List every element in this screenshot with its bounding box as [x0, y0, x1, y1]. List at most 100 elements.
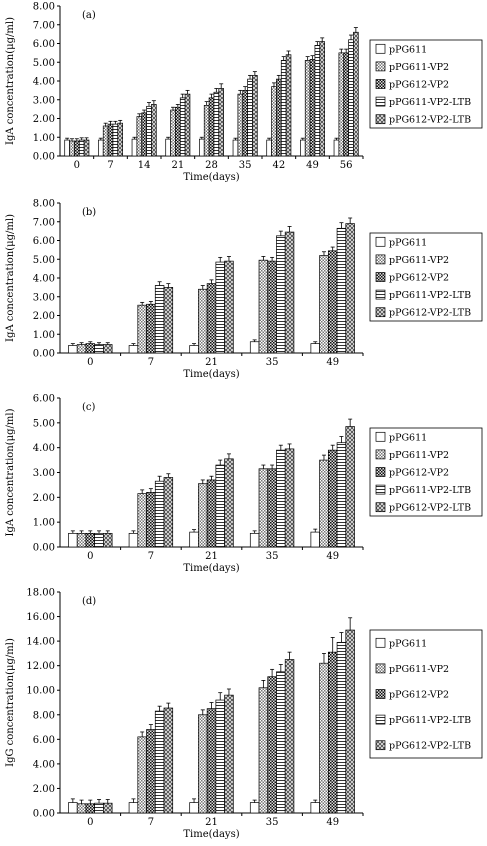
y-tick-label: 2.00 [33, 311, 55, 322]
legend-swatch [375, 79, 386, 89]
bar [146, 729, 156, 814]
legend-entry: pPG612-VP2 [389, 468, 449, 479]
y-tick-label: 4.00 [33, 443, 55, 454]
chart-panel-a: 0.00 1.00 2.00 3.00 4.00 5.00 6.00 7.00 8.00 (a) I… [5, 2, 483, 183]
bar [68, 345, 78, 354]
y-tick-label: 6.00 [33, 735, 55, 746]
y-tick-label: 1.00 [33, 518, 55, 529]
y-tick-label: 5.00 [33, 58, 55, 69]
bar [224, 694, 234, 814]
x-tick-label: 21 [171, 160, 184, 171]
bar [338, 52, 345, 157]
bar [215, 699, 225, 814]
bar [146, 492, 156, 548]
bar [179, 97, 186, 157]
legend-swatch [375, 431, 386, 442]
bar [131, 138, 138, 157]
chart-panel-d: 0.00 2.00 4.00 6.00 8.00 10.00 12.00 14.00 16.00… [5, 588, 483, 840]
bar [319, 255, 329, 354]
bar [327, 449, 338, 548]
panel-label: (a) [82, 10, 96, 21]
bar [68, 802, 78, 814]
legend-entry: pPG612-VP2 [389, 80, 449, 91]
bar [103, 802, 113, 814]
x-tick-label: 49 [326, 551, 339, 562]
bar [184, 93, 191, 157]
bar [189, 531, 199, 548]
y-tick-label: 0.00 [33, 349, 55, 360]
bar [276, 78, 282, 157]
bar [76, 532, 87, 548]
bar [353, 31, 359, 157]
bar [163, 707, 174, 814]
bar [215, 261, 225, 354]
bar [163, 477, 174, 548]
bar [310, 343, 320, 354]
x-tick-label: 35 [266, 357, 279, 368]
bar [267, 468, 277, 548]
legend-entry: pPG611 [389, 44, 427, 55]
x-tick-label: 0 [87, 357, 93, 368]
bar [348, 39, 354, 157]
bar [64, 139, 70, 157]
x-tick-label: 7 [148, 817, 154, 828]
y-tick-label: 6.00 [33, 39, 55, 50]
bar [85, 532, 96, 548]
y-tick-label: 1.00 [33, 330, 55, 341]
y-tick-label: 12.00 [26, 661, 55, 672]
y-tick-label: 5.00 [33, 418, 55, 429]
bar [266, 139, 272, 157]
bar [310, 531, 320, 548]
bar [284, 231, 295, 354]
bar [319, 662, 329, 814]
x-tick-label: 35 [266, 817, 279, 828]
bar [247, 78, 253, 157]
bar [68, 532, 78, 548]
bar [213, 91, 220, 157]
bar [206, 479, 217, 548]
y-tick-label: 2.00 [33, 114, 55, 125]
bar [336, 442, 347, 548]
bar [103, 532, 113, 548]
bar [154, 710, 165, 814]
y-tick-label: 0.00 [33, 152, 55, 163]
y-tick-label: 1.00 [33, 133, 55, 144]
bar [215, 464, 225, 548]
y-axis-label: IgA concentration(μg/ml) [5, 408, 16, 536]
bar [94, 532, 104, 548]
legend-entry: pPG612-VP2-LTB [389, 308, 471, 319]
legend-entry: pPG612-VP2 [389, 273, 449, 284]
y-axis-label: IgG concentration(μg/ml) [5, 638, 16, 767]
bar [85, 343, 96, 354]
legend-entry: pPG611 [389, 432, 427, 443]
y-tick-label: 6.00 [33, 236, 55, 247]
y-tick-label: 3.00 [33, 292, 55, 303]
y-tick-label: 2.00 [33, 493, 55, 504]
legend-entry: pPG611-VP2 [389, 450, 449, 461]
bar [336, 227, 347, 354]
x-axis-label: Time(days) [183, 829, 239, 840]
legend-swatch [375, 714, 386, 725]
bar [327, 651, 338, 814]
y-tick-label: 0.00 [33, 543, 55, 554]
bar [276, 235, 286, 354]
bar [345, 629, 355, 814]
y-tick-label: 6.00 [33, 394, 55, 405]
x-tick-label: 0 [87, 817, 93, 828]
legend-swatch [375, 61, 386, 72]
bar [343, 52, 349, 157]
bar [252, 75, 258, 157]
bar [163, 287, 174, 354]
bar [208, 97, 215, 157]
bar [218, 88, 224, 157]
bar [224, 260, 234, 354]
x-tick-label: 49 [326, 817, 339, 828]
bar [141, 112, 147, 157]
legend-swatch [375, 689, 386, 699]
y-tick-label: 18.00 [26, 588, 55, 599]
legend-swatch [375, 740, 386, 751]
y-tick-label: 3.00 [33, 95, 55, 106]
bar [327, 250, 338, 354]
bar [69, 140, 75, 157]
bar [137, 736, 147, 814]
